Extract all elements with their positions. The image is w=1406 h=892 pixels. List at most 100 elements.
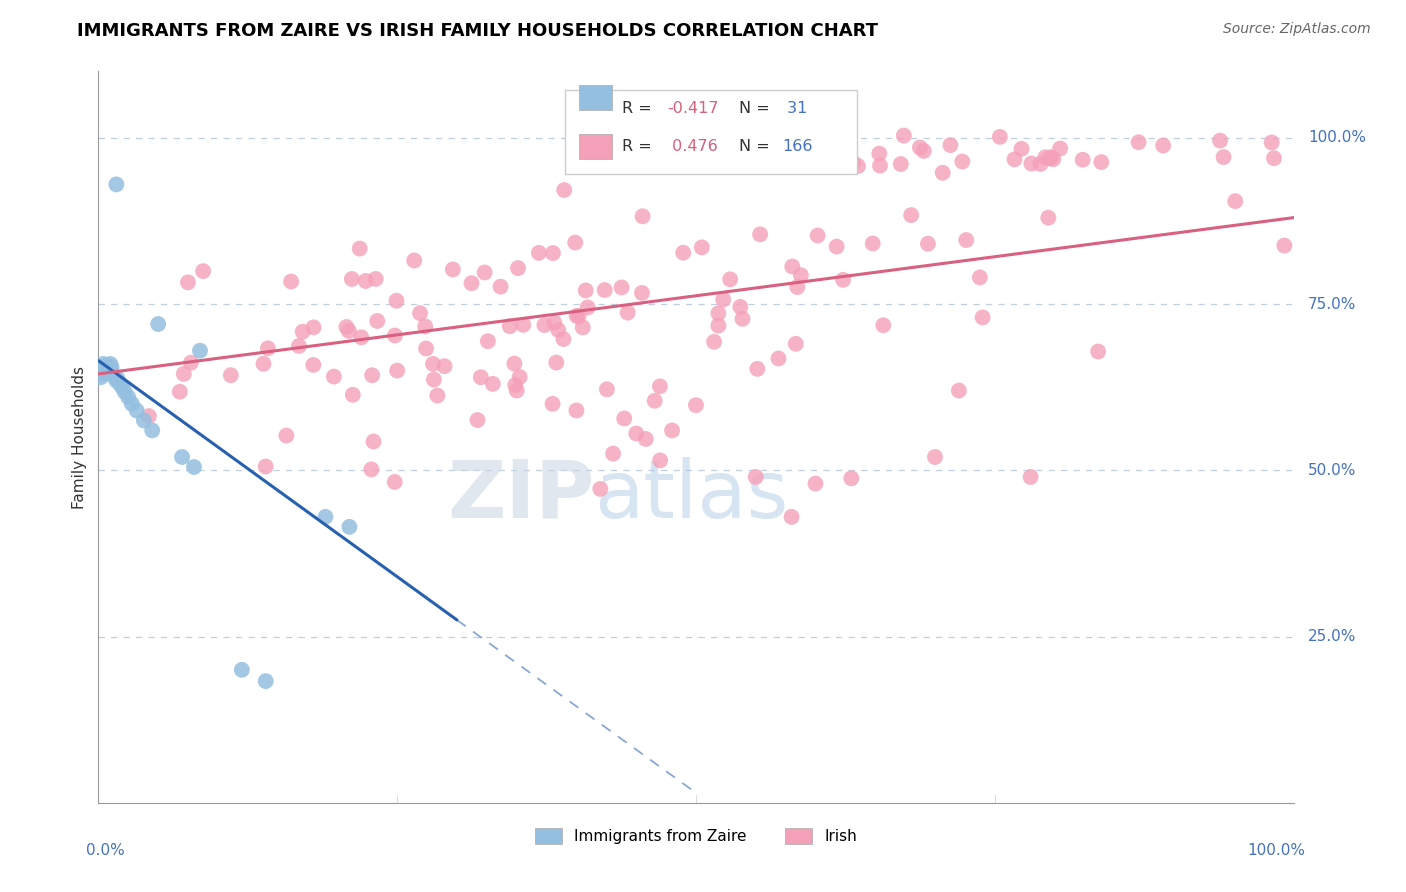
Point bbox=[832, 273, 855, 287]
Point bbox=[794, 143, 817, 157]
Point bbox=[541, 397, 564, 411]
Point bbox=[100, 360, 122, 375]
Point bbox=[503, 378, 526, 392]
Point bbox=[252, 357, 274, 371]
Point bbox=[730, 300, 752, 314]
Point bbox=[731, 311, 754, 326]
Point bbox=[1209, 134, 1232, 148]
Point bbox=[893, 128, 915, 143]
Legend: Immigrants from Zaire, Irish: Immigrants from Zaire, Irish bbox=[529, 822, 863, 850]
Text: atlas: atlas bbox=[595, 457, 789, 534]
Text: N =: N = bbox=[740, 101, 775, 116]
Point bbox=[349, 242, 371, 256]
Point bbox=[814, 156, 837, 170]
Point bbox=[415, 342, 437, 356]
Point bbox=[339, 520, 361, 534]
Point bbox=[758, 142, 780, 156]
Point bbox=[1042, 152, 1064, 166]
Point bbox=[291, 325, 314, 339]
Point bbox=[322, 369, 344, 384]
Point bbox=[385, 293, 408, 308]
FancyBboxPatch shape bbox=[579, 134, 613, 159]
Point bbox=[711, 293, 734, 307]
Point bbox=[121, 397, 143, 411]
Point bbox=[366, 314, 388, 328]
Point bbox=[807, 228, 830, 243]
Point bbox=[103, 368, 125, 383]
Point bbox=[634, 432, 657, 446]
Point bbox=[718, 272, 741, 286]
Point bbox=[91, 357, 114, 371]
Point bbox=[1038, 211, 1060, 225]
Point bbox=[422, 357, 444, 371]
Point bbox=[105, 178, 128, 192]
Point bbox=[108, 376, 131, 391]
Point bbox=[776, 132, 799, 146]
Point bbox=[780, 150, 803, 164]
Point bbox=[804, 476, 827, 491]
Point bbox=[602, 447, 624, 461]
Point bbox=[797, 152, 820, 166]
Point bbox=[470, 370, 492, 384]
Point bbox=[565, 309, 588, 323]
Point bbox=[806, 128, 828, 142]
Point bbox=[91, 360, 114, 375]
Point bbox=[107, 371, 129, 385]
Point bbox=[917, 236, 939, 251]
Point bbox=[125, 403, 148, 417]
Point bbox=[553, 183, 575, 197]
Point bbox=[499, 319, 522, 334]
Point bbox=[350, 330, 373, 344]
Text: 100.0%: 100.0% bbox=[1247, 843, 1306, 858]
Point bbox=[354, 274, 377, 288]
Point bbox=[169, 384, 191, 399]
Point bbox=[842, 155, 865, 169]
Point bbox=[180, 356, 202, 370]
Point bbox=[790, 268, 813, 283]
Point bbox=[703, 334, 725, 349]
Point bbox=[114, 384, 136, 399]
Point bbox=[969, 270, 991, 285]
Point bbox=[474, 265, 496, 279]
Point bbox=[972, 310, 994, 325]
Point bbox=[1090, 155, 1112, 169]
Point bbox=[1021, 156, 1043, 170]
Point bbox=[384, 475, 406, 489]
Point bbox=[546, 355, 568, 369]
Point bbox=[610, 280, 633, 294]
Point bbox=[1212, 150, 1234, 164]
Point bbox=[1049, 141, 1071, 155]
Point bbox=[785, 336, 807, 351]
Point bbox=[543, 316, 565, 330]
Point bbox=[489, 279, 512, 293]
Point bbox=[117, 390, 139, 404]
FancyBboxPatch shape bbox=[565, 90, 858, 174]
Point bbox=[98, 362, 121, 376]
Point bbox=[1071, 153, 1094, 167]
Point bbox=[1038, 152, 1060, 166]
Point bbox=[626, 426, 648, 441]
Point bbox=[302, 320, 325, 334]
Point bbox=[481, 376, 505, 391]
Point bbox=[506, 261, 529, 276]
Point bbox=[231, 663, 253, 677]
Point bbox=[172, 450, 194, 464]
Point bbox=[1128, 135, 1150, 149]
Point bbox=[1029, 157, 1052, 171]
Point bbox=[1087, 344, 1109, 359]
Point bbox=[685, 398, 707, 412]
Point bbox=[707, 318, 730, 333]
Point bbox=[799, 150, 821, 164]
Text: -0.417: -0.417 bbox=[668, 101, 718, 116]
Point bbox=[780, 509, 803, 524]
Point bbox=[409, 306, 432, 320]
Point bbox=[749, 227, 772, 242]
Point bbox=[364, 272, 387, 286]
Point bbox=[672, 245, 695, 260]
Point bbox=[613, 411, 636, 425]
Point bbox=[616, 305, 638, 319]
Point bbox=[384, 328, 406, 343]
Point bbox=[939, 138, 962, 153]
Point bbox=[648, 379, 671, 393]
Point bbox=[846, 159, 869, 173]
